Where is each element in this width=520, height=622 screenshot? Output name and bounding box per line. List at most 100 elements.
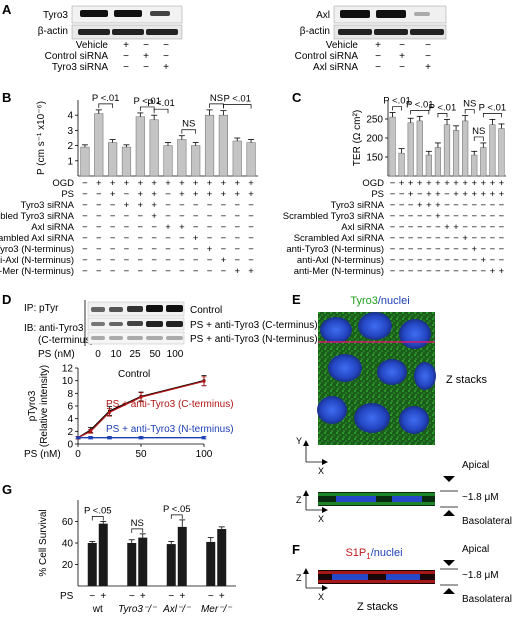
condition-mark: − (499, 222, 505, 233)
y-tick-label: 8 (67, 389, 73, 400)
condition-label: Axl siRNA (341, 222, 384, 233)
y-tick-label: 40 (62, 539, 74, 550)
condition-mark: − (179, 200, 185, 211)
significance-bracket (223, 104, 252, 109)
band (127, 321, 143, 326)
panel-e-letter: E (292, 292, 301, 307)
band (109, 336, 123, 340)
condition-mark: − (96, 244, 102, 255)
arrowhead (303, 490, 309, 496)
condition-mark: + (481, 189, 487, 200)
condition-mark: − (138, 244, 144, 255)
significance-label: P <.01 (406, 99, 434, 110)
condition-mark: − (417, 222, 423, 233)
condition-mark: − (481, 222, 487, 233)
axis-z-label: Z (296, 495, 302, 505)
group-label: Tyro3⁻/⁻ (118, 604, 157, 615)
f-title-nuclei: /nuclei (371, 547, 403, 559)
x-tick-label: 0 (75, 449, 81, 460)
panel-c-letter: C (292, 90, 302, 105)
bar (398, 152, 405, 177)
condition-mark: − (138, 255, 144, 266)
band (166, 336, 183, 340)
arrowhead (443, 476, 455, 482)
panel-a-left-blot: Tyro3 β-actin Vehicle + − −Control siRNA − + −… (38, 5, 183, 73)
condition-mark: − (124, 255, 130, 266)
significance-bracket (473, 136, 484, 141)
xz-slice-s1p (318, 570, 435, 584)
axis-y-label: Y (296, 436, 302, 446)
band (80, 10, 108, 17)
condition-mark: − (499, 211, 505, 222)
condition-mark: + (471, 244, 477, 255)
bar (452, 130, 460, 177)
condition-mark: − (390, 244, 396, 255)
condition-mark: + (143, 51, 149, 62)
condition-mark: − (207, 200, 213, 211)
group-label: Mer⁻/⁻ (201, 604, 232, 615)
nucleus (354, 403, 390, 433)
band (166, 305, 183, 312)
condition-mark: − (399, 255, 405, 266)
condition-mark: − (435, 244, 441, 255)
y-tick-label: 200 (366, 134, 383, 145)
bar (191, 145, 201, 177)
bar (434, 147, 442, 177)
condition-mark: − (110, 244, 116, 255)
condition-mark: + (151, 189, 157, 200)
condition-mark: − (124, 222, 130, 233)
panel-f: F S1P1/nuclei Z X Z stacks Apical ~1.8 μ… (292, 542, 512, 613)
condition-mark: − (193, 266, 199, 277)
bar (217, 529, 227, 586)
condition-mark: + (163, 62, 169, 73)
condition-mark: − (399, 211, 405, 222)
nucleus (358, 312, 392, 340)
condition-mark: + (96, 178, 102, 189)
condition-mark: − (481, 244, 487, 255)
condition-mark: + (165, 222, 171, 233)
condition-mark: − (426, 244, 432, 255)
condition-mark: − (481, 200, 487, 211)
bar (498, 128, 505, 177)
x-axis-label: PS (nM) (24, 449, 61, 460)
condition-mark: − (193, 200, 199, 211)
condition-label: Control siRNA (295, 51, 359, 62)
e-title-tyro3: Tyro3 (350, 295, 378, 307)
significance-label: P <.05 (84, 506, 112, 517)
bar (177, 139, 187, 177)
condition-mark: − (453, 255, 459, 266)
y-tick-label: 6 (67, 402, 73, 413)
condition-mark: − (435, 233, 441, 244)
condition-mark: − (417, 211, 423, 222)
condition-mark: + (417, 178, 423, 189)
condition-mark: + (375, 40, 381, 51)
condition-label: Tyro3 siRNA (21, 200, 75, 211)
nucleus (328, 354, 362, 382)
condition-mark: + (248, 189, 254, 200)
ib-label: IB: anti-Tyro3 (24, 323, 84, 334)
condition-label: anti-Mer (N-terminus) (294, 266, 384, 277)
band (109, 307, 123, 312)
condition-mark: − (179, 233, 185, 244)
significance-label: P <.01 (223, 94, 251, 105)
condition-mark: − (375, 62, 381, 73)
band (410, 29, 444, 35)
significance-bracket (482, 113, 502, 118)
band (166, 321, 183, 327)
condition-mark: − (163, 40, 169, 51)
condition-label: Scrambled Axl siRNA (294, 233, 385, 244)
significance-bracket (91, 516, 104, 521)
y-axis-label: pTyro3(Relative intensity) (27, 365, 50, 447)
condition-mark: + (426, 178, 432, 189)
condition-mark: − (82, 266, 88, 277)
condition-mark: − (435, 266, 441, 277)
condition-mark: + (124, 200, 130, 211)
ps-mark: + (140, 591, 146, 602)
bar (149, 119, 159, 177)
condition-mark: − (417, 189, 423, 200)
panel-g: G 20 40 60 % Cell Survival P <.05 NS P <.05 PS −… (2, 482, 236, 615)
condition-mark: − (399, 40, 405, 51)
condition-mark: − (221, 244, 227, 255)
ps-mark: − (208, 591, 214, 602)
